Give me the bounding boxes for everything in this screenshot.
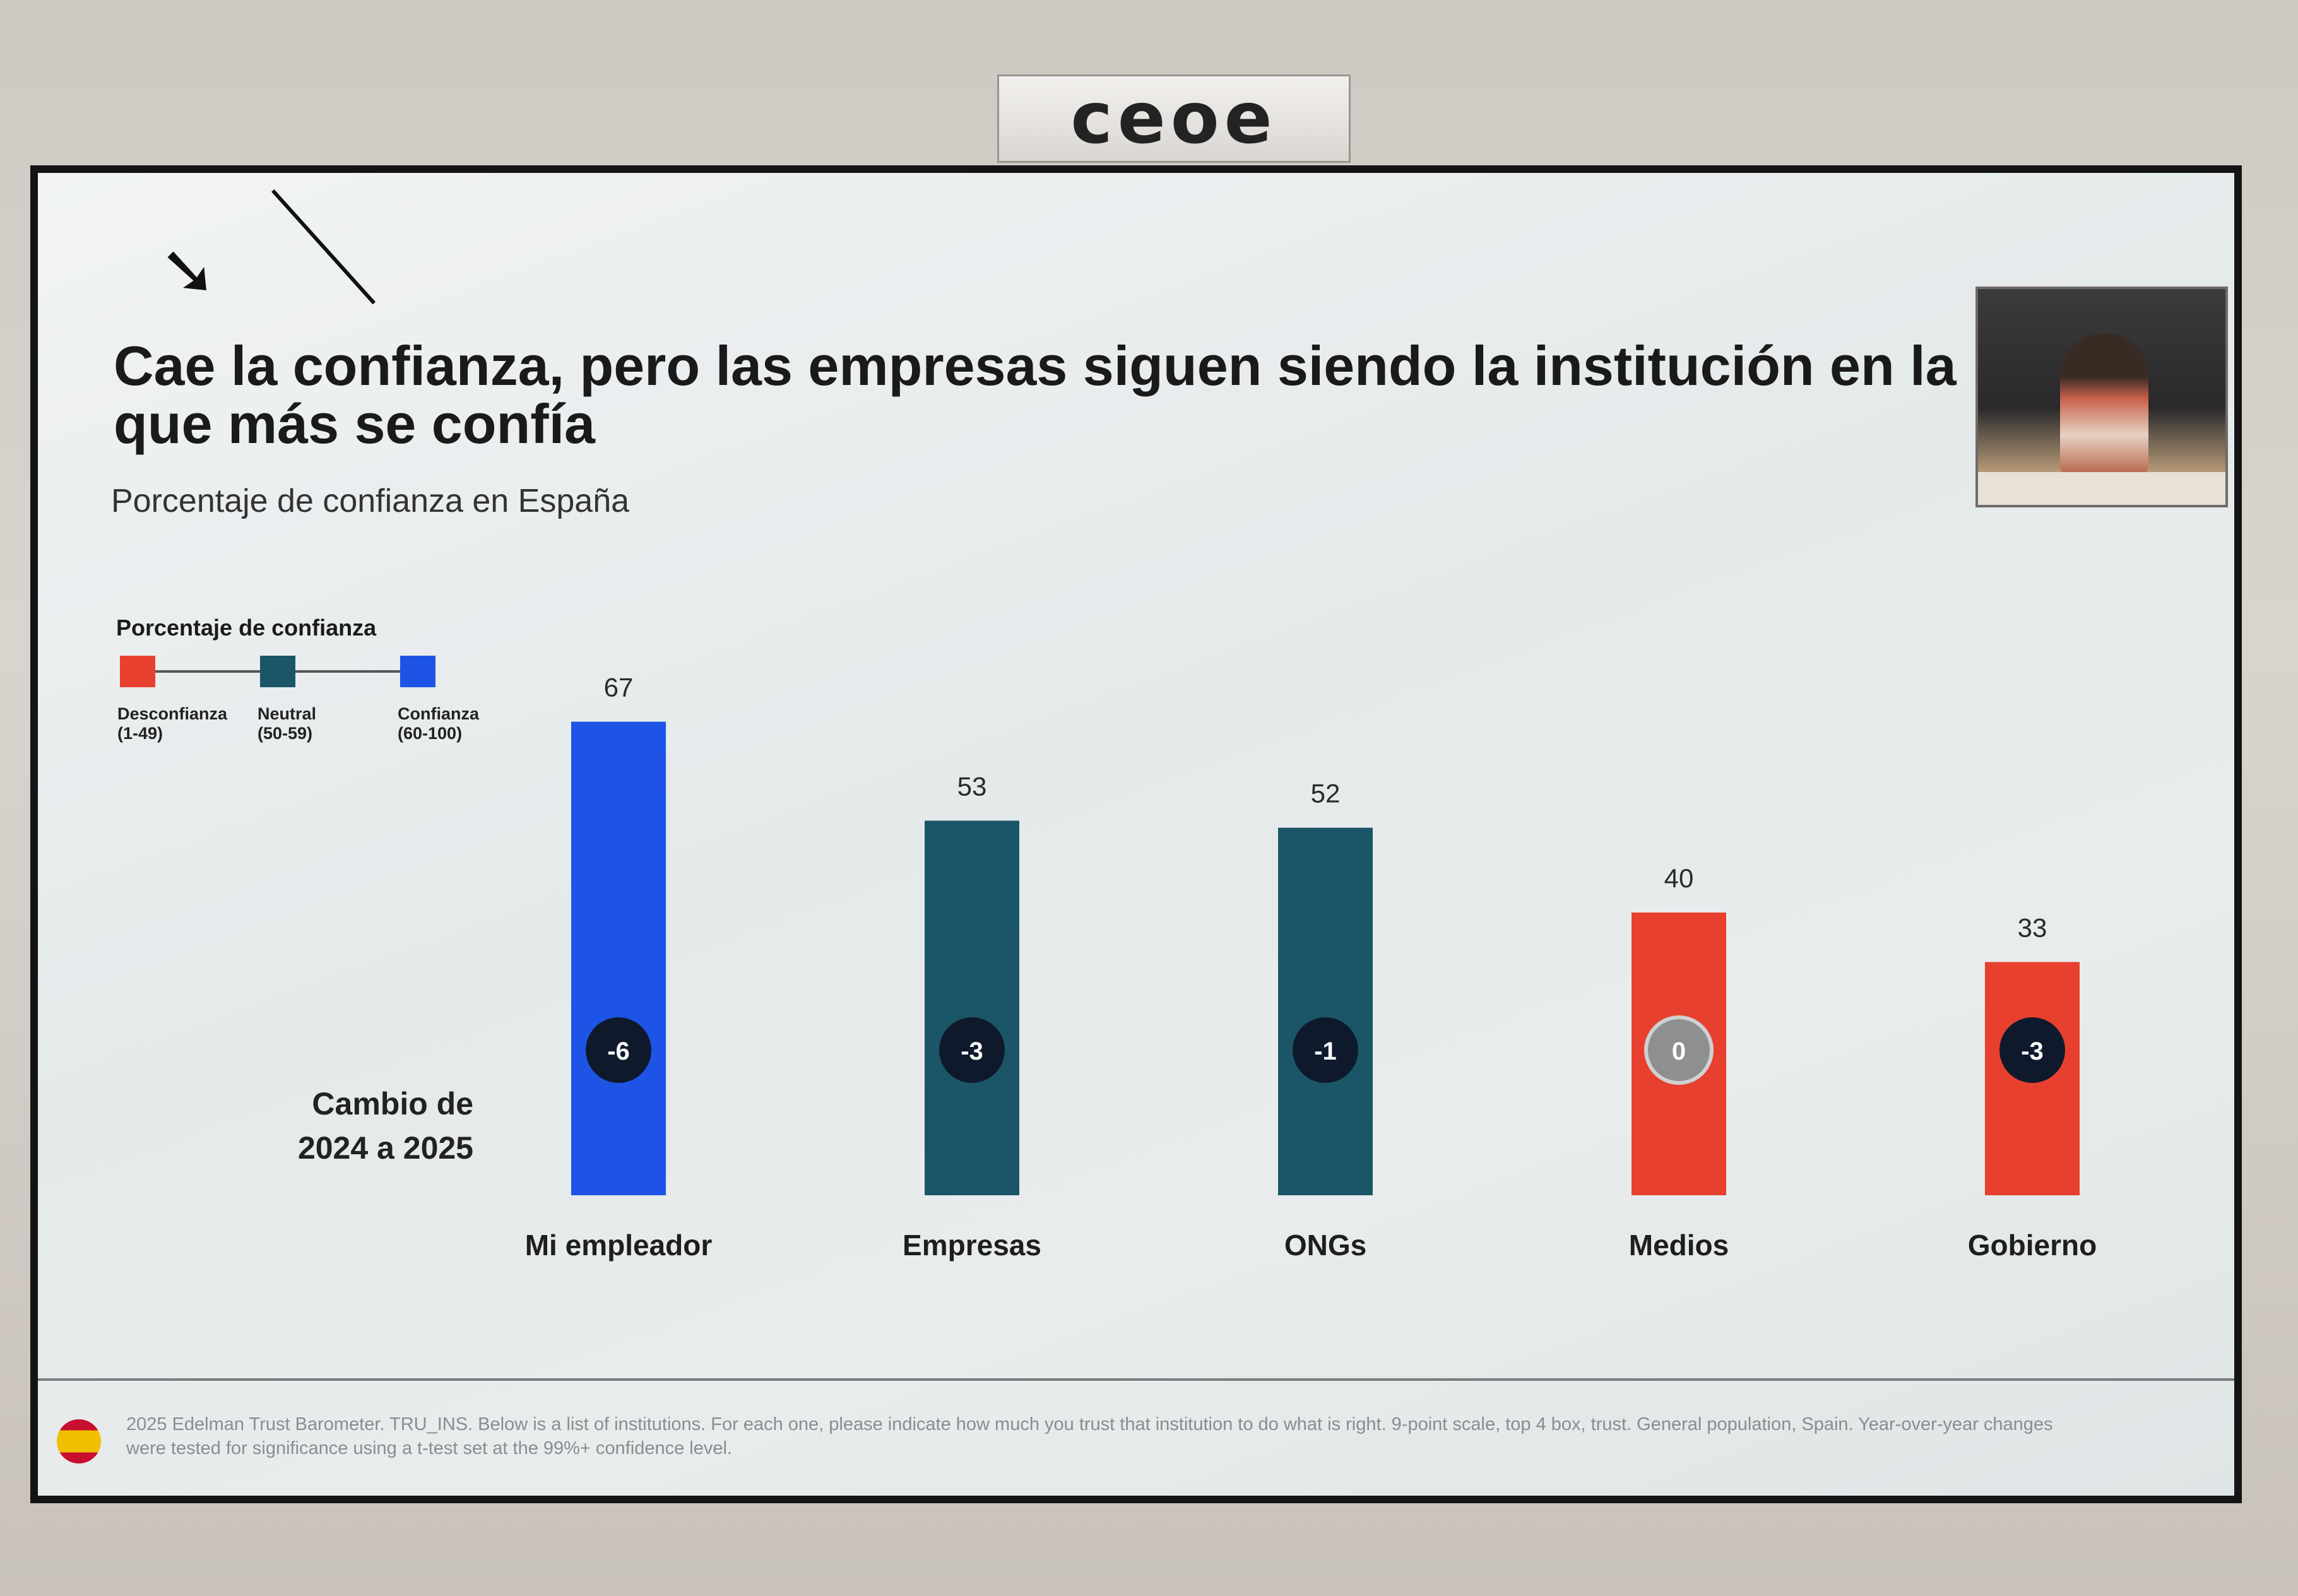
- category-label: ONGs: [1284, 1229, 1366, 1262]
- bar-group-3: 40 0 Medios: [1629, 863, 1729, 1262]
- change-badge: [586, 1017, 651, 1083]
- legend-title: Porcentaje de confianza: [116, 615, 377, 641]
- value-label: 52: [1311, 779, 1341, 808]
- change-badge: [939, 1017, 1005, 1083]
- bar-mi-empleador: [571, 721, 666, 1195]
- bar-empresas: [925, 820, 1019, 1195]
- legend-label-confianza: Confianza (60-100): [398, 704, 480, 743]
- legend-label-desconfianza: Desconfianza (1-49): [117, 704, 228, 743]
- value-label: 33: [2018, 913, 2047, 942]
- legend-label-neutral: Neutral (50-59): [258, 704, 317, 743]
- change-badge: [1293, 1017, 1358, 1083]
- speaker-figure: [2060, 333, 2148, 478]
- bar-group-1: 53 -3 Empresas: [903, 771, 1041, 1262]
- change-badge: [1644, 1015, 1714, 1085]
- speaker-desk: [1978, 472, 2225, 505]
- change-value: -1: [1314, 1037, 1337, 1065]
- bar-group-2: 52 -1 ONGs: [1278, 779, 1373, 1262]
- category-label: Empresas: [903, 1229, 1041, 1262]
- change-value: -3: [2021, 1037, 2044, 1065]
- slide-subtitle: Porcentaje de confianza en España: [111, 483, 630, 519]
- speaker-video-thumbnail: [1975, 287, 2228, 507]
- legend-swatch-confianza: [400, 656, 435, 687]
- change-value: 0: [1672, 1037, 1686, 1065]
- presentation-screen: ➘ Cae la confianza, pero las empresas si…: [30, 165, 2242, 1503]
- change-value: -3: [961, 1037, 983, 1065]
- bar-ongs: [1278, 827, 1373, 1195]
- footnote: 2025 Edelman Trust Barometer. TRU_INS. B…: [126, 1414, 2053, 1458]
- bar-group-4: 33 -3 Gobierno: [1968, 913, 2097, 1262]
- value-label: 67: [604, 673, 634, 702]
- value-label: 40: [1664, 863, 1694, 893]
- category-label: Medios: [1629, 1229, 1729, 1262]
- footer-divider: [38, 1378, 2234, 1381]
- change-label: Cambio de 2024 a 2025: [297, 1086, 473, 1166]
- legend-swatch-neutral: [260, 656, 295, 687]
- category-label: Gobierno: [1968, 1229, 2097, 1262]
- change-badge: [1999, 1017, 2065, 1083]
- legend-swatch-desconfianza: [120, 656, 155, 687]
- spain-flag-icon: [57, 1419, 101, 1463]
- slide-title: Cae la confianza, pero las empresas sigu…: [114, 334, 1957, 456]
- trust-bar-chart: 67 -6 Mi empleador 53 -3 Empresas 52 -1 ONGs 40 0 M…: [525, 673, 2097, 1262]
- change-value: -6: [607, 1037, 630, 1065]
- ceoe-logo: ceoe: [997, 74, 1351, 163]
- category-label: Mi empleador: [525, 1229, 713, 1262]
- value-label: 53: [957, 771, 987, 801]
- bar-group-0: 67 -6 Mi empleador: [525, 673, 713, 1262]
- arrow-down-right-icon: ➘: [159, 232, 218, 309]
